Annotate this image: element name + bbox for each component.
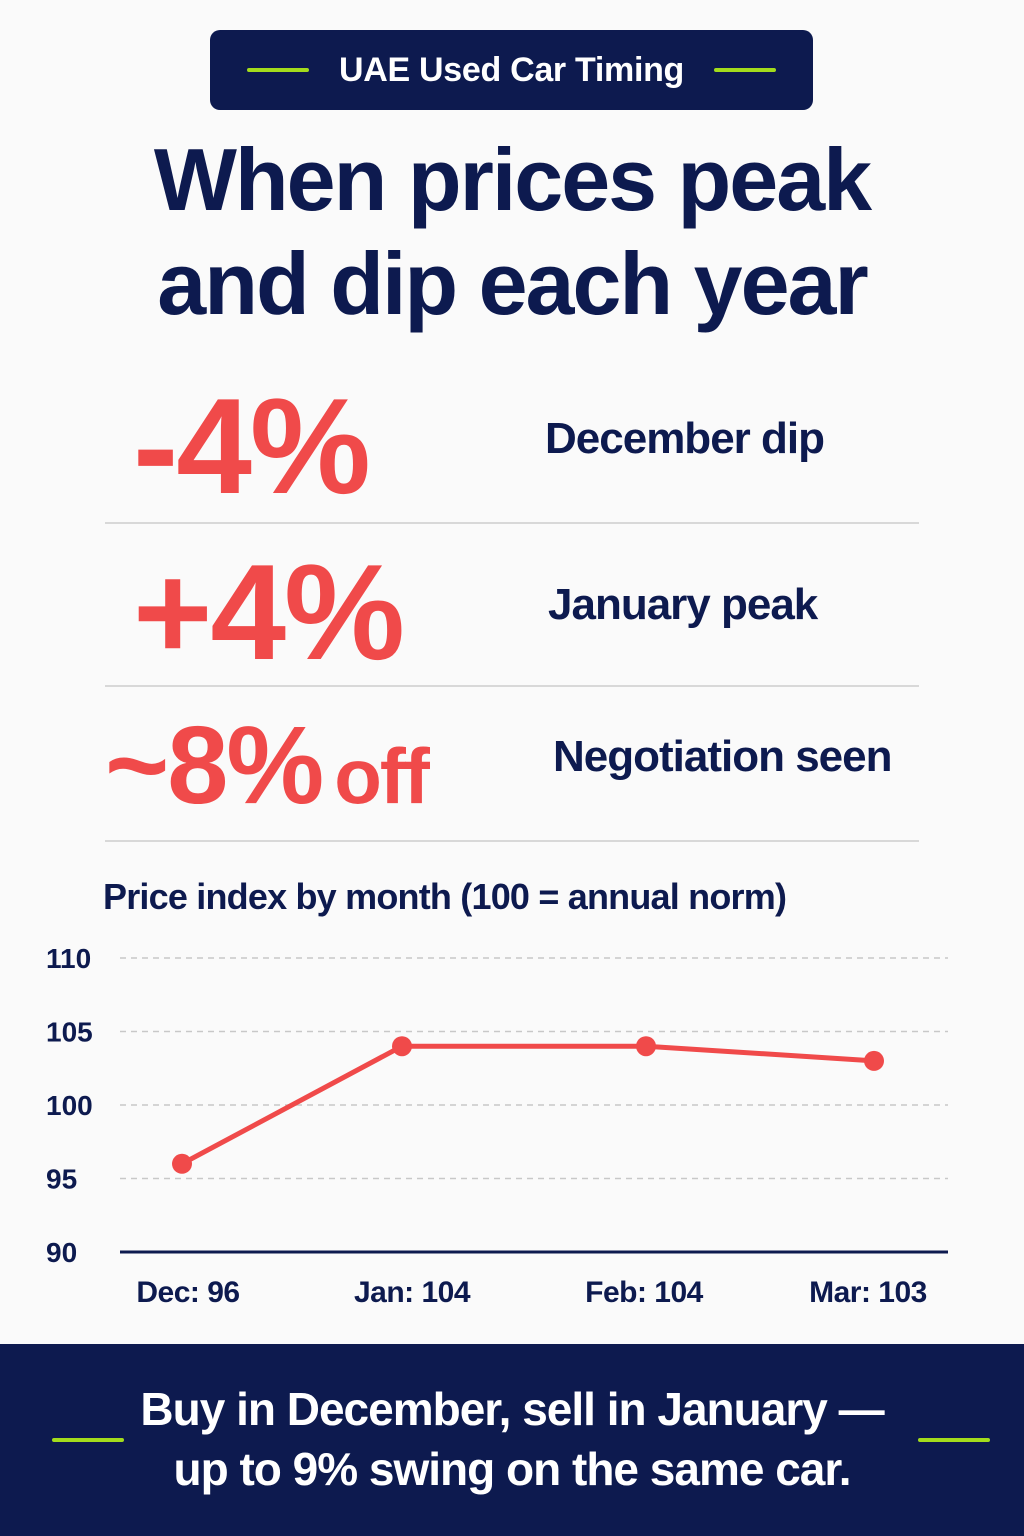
badge-accent-left [246, 68, 309, 72]
x-tick-label: Jan: 104 [354, 1276, 471, 1309]
price-index-chart: 90 95 100 105 110 Dec: 96 Jan: 104 Feb: 104 Mar:… [46, 943, 948, 1309]
stat-label: January peak [548, 580, 818, 629]
y-tick-label: 100 [46, 1090, 93, 1121]
stat-value-number: ~8% [105, 704, 324, 827]
divider [105, 840, 919, 842]
footer-accent-left [52, 1438, 124, 1442]
badge-text: UAE Used Car Timing [338, 50, 685, 89]
page-title: When prices peak and dip each year [0, 128, 1024, 336]
data-point [636, 1036, 656, 1057]
footer-banner: Buy in December, sell in January — up to… [0, 1344, 1024, 1536]
stat-label: December dip [545, 414, 825, 463]
stat-january-peak: +4% January peak [105, 534, 919, 688]
stat-label: Negotiation seen [553, 732, 892, 781]
title-line-1: When prices peak [153, 130, 872, 229]
x-tick-label: Feb: 104 [585, 1276, 704, 1309]
stat-value: ~8% off [105, 702, 430, 829]
data-point [392, 1036, 412, 1057]
chart-title: Price index by month (100 = annual norm) [103, 876, 787, 917]
stat-negotiation: ~8% off Negotiation seen [105, 698, 919, 838]
divider [105, 685, 919, 687]
footer-accent-right [918, 1438, 990, 1442]
data-point [864, 1050, 884, 1071]
y-tick-label: 95 [46, 1164, 77, 1195]
footer-line-2: up to 9% swing on the same car. [173, 1443, 851, 1495]
stat-value: -4% [133, 370, 371, 522]
series-line [179, 1043, 877, 1167]
divider [105, 522, 919, 524]
stat-value: +4% [133, 536, 405, 688]
title-line-2: and dip each year [157, 234, 868, 333]
data-point [172, 1153, 192, 1174]
y-tick-label: 105 [46, 1017, 93, 1048]
footer-line-1: Buy in December, sell in January — [140, 1383, 884, 1435]
header-badge: UAE Used Car Timing [210, 30, 813, 110]
x-tick-label: Dec: 96 [136, 1276, 239, 1309]
badge-accent-right [714, 68, 777, 72]
stat-december-dip: -4% December dip [105, 368, 919, 522]
stat-value-suffix: off [334, 732, 430, 820]
y-tick-label: 90 [46, 1237, 77, 1268]
x-tick-label: Mar: 103 [809, 1276, 927, 1309]
y-tick-label: 110 [46, 943, 91, 974]
